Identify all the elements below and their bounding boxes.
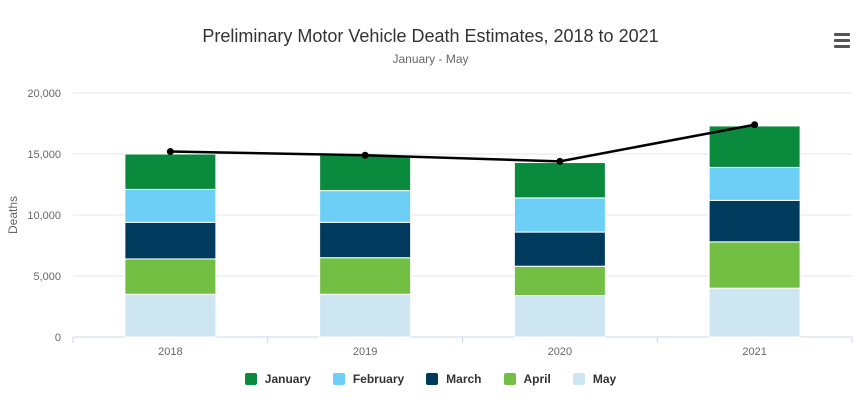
bar-segment-january-2021[interactable]	[708, 125, 801, 168]
legend-label: April	[523, 372, 551, 386]
legend-label: January	[264, 372, 311, 386]
y-tick-label: 5,000	[33, 271, 61, 283]
bar-segment-may-2020[interactable]	[513, 295, 606, 338]
bar-segment-may-2021[interactable]	[708, 287, 801, 338]
bar-segment-april-2018[interactable]	[124, 258, 217, 295]
total-line-point-2019[interactable]	[361, 151, 369, 159]
bar-segment-march-2019[interactable]	[319, 221, 412, 259]
chart-title: Preliminary Motor Vehicle Death Estimate…	[202, 26, 659, 46]
bar-segment-january-2020[interactable]	[513, 162, 606, 199]
bar-segment-april-2019[interactable]	[319, 257, 412, 295]
chart-legend: January February March April May	[0, 372, 861, 386]
x-tick-label: 2020	[548, 346, 572, 358]
legend-swatch	[244, 373, 257, 385]
y-tick-label: 20,000	[27, 88, 61, 100]
hamburger-menu-icon[interactable]	[830, 30, 852, 50]
bar-segment-march-2021[interactable]	[708, 199, 801, 243]
legend-swatch	[426, 373, 439, 385]
legend-swatch	[332, 373, 345, 385]
bar-segment-february-2019[interactable]	[319, 190, 412, 223]
legend-label: May	[592, 372, 617, 386]
legend-swatch	[572, 373, 585, 385]
total-line-point-2018[interactable]	[166, 148, 174, 156]
bar-segment-february-2020[interactable]	[513, 197, 606, 233]
bar-segment-april-2021[interactable]	[708, 241, 801, 289]
legend-item-may[interactable]: May	[572, 372, 617, 386]
total-line	[170, 123, 755, 163]
bar-segment-may-2019[interactable]	[319, 293, 412, 338]
legend-item-march[interactable]: March	[426, 372, 482, 386]
y-axis-title: Deaths	[6, 196, 20, 234]
bar-segment-march-2018[interactable]	[124, 221, 217, 260]
total-line-point-2020[interactable]	[556, 157, 564, 165]
legend-item-april[interactable]: April	[503, 372, 551, 386]
bar-segment-february-2018[interactable]	[124, 188, 217, 223]
bar-segment-january-2019[interactable]	[319, 154, 412, 192]
bar-segment-february-2021[interactable]	[708, 166, 801, 201]
legend-label: February	[352, 372, 405, 386]
bar-segment-january-2018[interactable]	[124, 153, 217, 190]
bar-segment-may-2018[interactable]	[124, 293, 217, 338]
legend-item-february[interactable]: February	[332, 372, 405, 386]
bar-segment-march-2020[interactable]	[513, 231, 606, 267]
y-tick-label: 15,000	[27, 149, 61, 161]
chart-subtitle: January - May	[392, 52, 469, 66]
y-tick-label: 0	[55, 332, 61, 344]
legend-label: March	[446, 372, 482, 386]
x-tick-label: 2021	[742, 346, 766, 358]
legend-swatch	[503, 373, 516, 385]
x-tick-label: 2018	[158, 346, 182, 358]
y-tick-label: 10,000	[27, 210, 61, 222]
bar-segment-april-2020[interactable]	[513, 265, 606, 297]
x-tick-label: 2019	[353, 346, 377, 358]
legend-item-january[interactable]: January	[244, 372, 311, 386]
total-line-point-2021[interactable]	[751, 121, 759, 129]
